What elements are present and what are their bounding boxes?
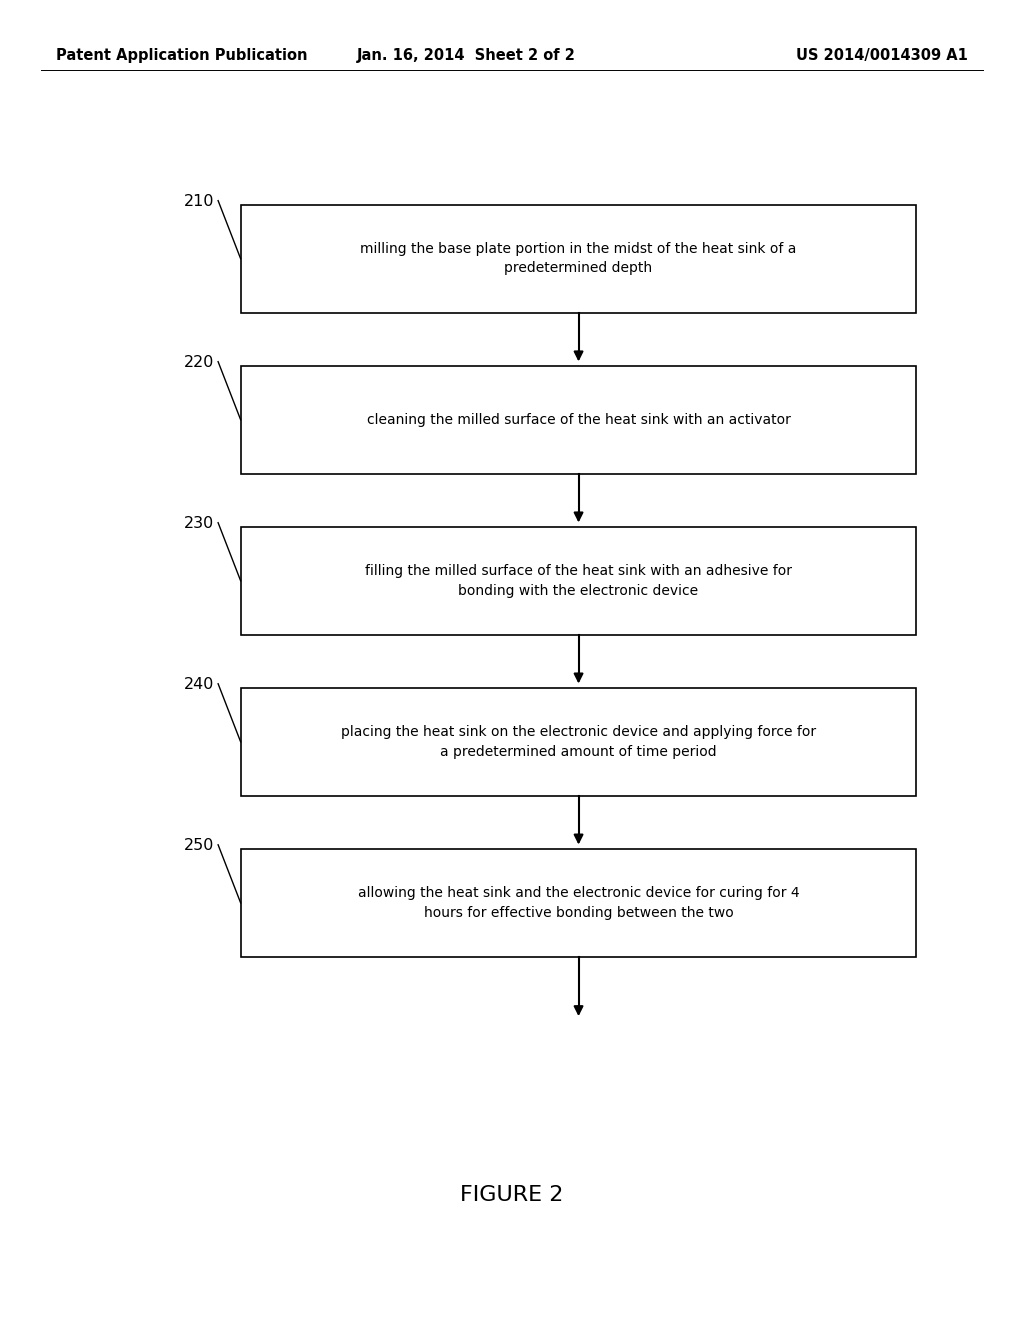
Text: 230: 230	[184, 516, 215, 531]
Text: 240: 240	[184, 677, 215, 692]
Text: milling the base plate portion in the midst of the heat sink of a
predetermined : milling the base plate portion in the mi…	[360, 242, 797, 276]
Bar	[241, 849, 916, 957]
Text: 220: 220	[184, 355, 215, 370]
Bar	[241, 688, 916, 796]
Text: 210: 210	[184, 194, 215, 209]
Bar	[241, 205, 916, 313]
Text: Jan. 16, 2014  Sheet 2 of 2: Jan. 16, 2014 Sheet 2 of 2	[356, 48, 575, 63]
Bar	[241, 527, 916, 635]
Bar	[241, 366, 916, 474]
Text: allowing the heat sink and the electronic device for curing for 4
hours for effe: allowing the heat sink and the electroni…	[357, 886, 800, 920]
Text: Patent Application Publication: Patent Application Publication	[56, 48, 308, 63]
Text: 250: 250	[184, 838, 215, 853]
Text: US 2014/0014309 A1: US 2014/0014309 A1	[796, 48, 968, 63]
Text: FIGURE 2: FIGURE 2	[461, 1184, 563, 1205]
Text: filling the milled surface of the heat sink with an adhesive for
bonding with th: filling the milled surface of the heat s…	[366, 564, 792, 598]
Text: cleaning the milled surface of the heat sink with an activator: cleaning the milled surface of the heat …	[367, 413, 791, 426]
Text: placing the heat sink on the electronic device and applying force for
a predeter: placing the heat sink on the electronic …	[341, 725, 816, 759]
